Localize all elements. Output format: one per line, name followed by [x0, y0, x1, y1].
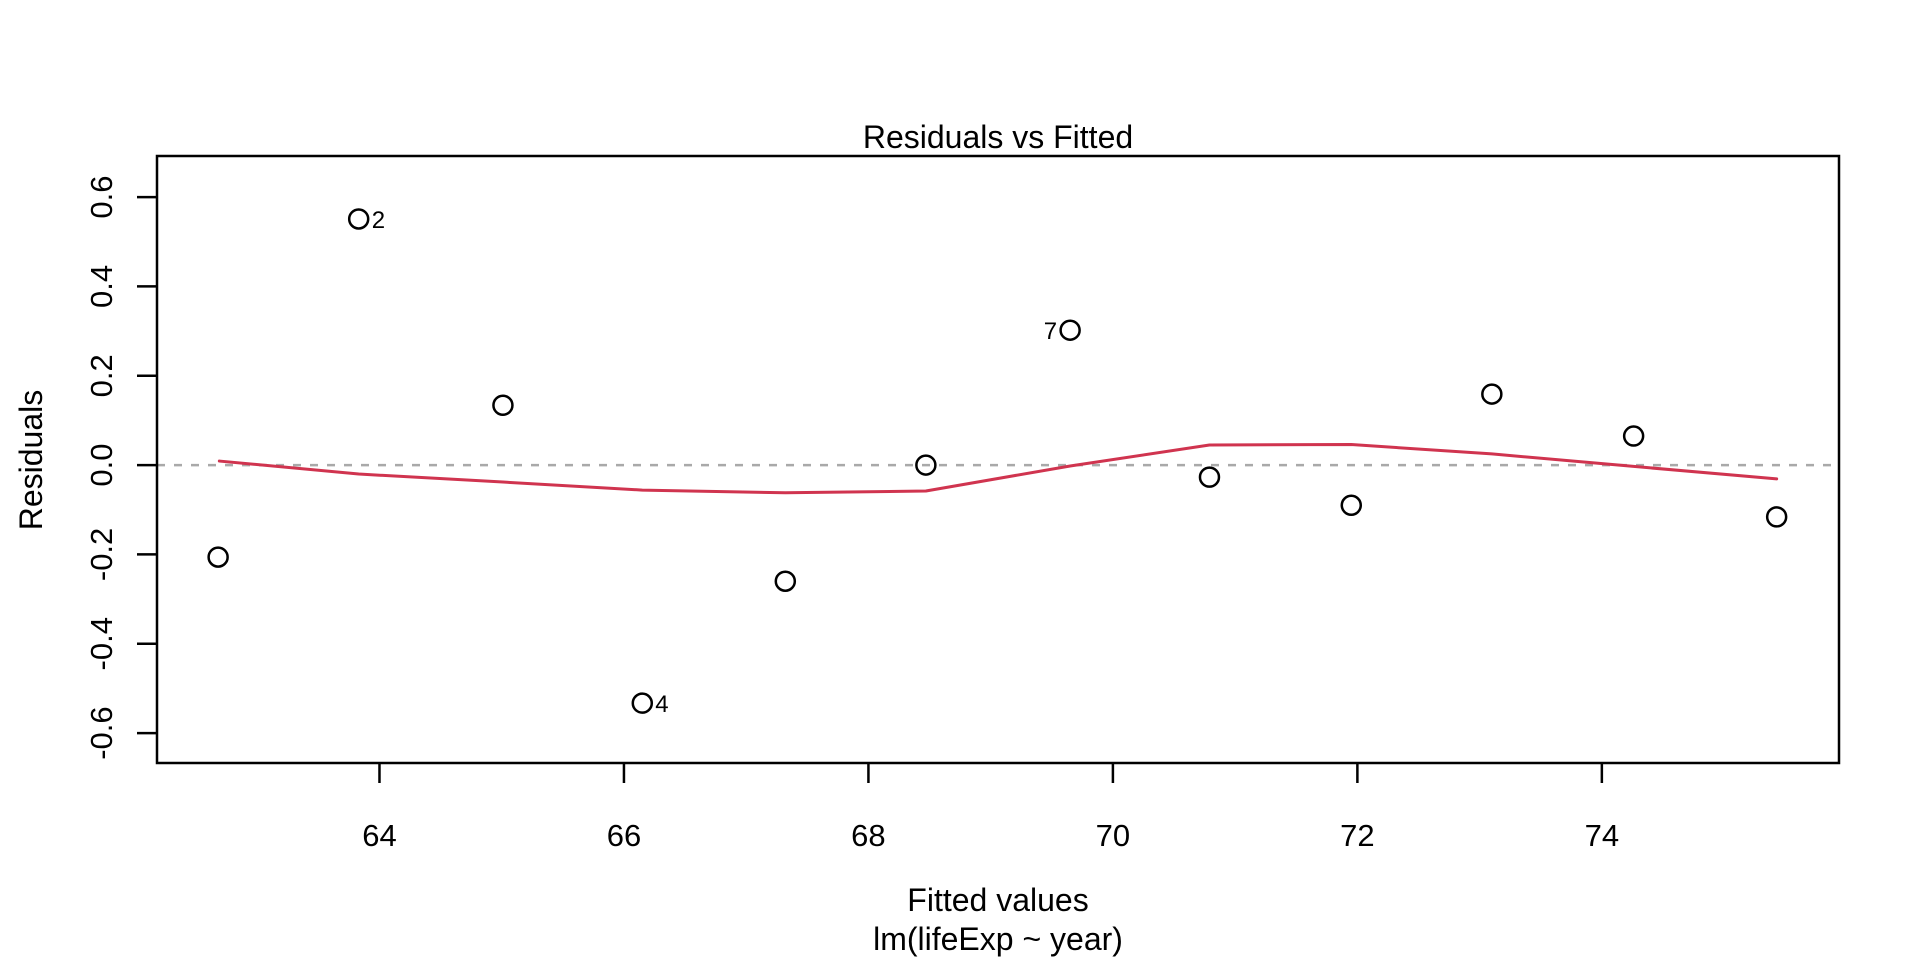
- data-point: [1765, 506, 1788, 528]
- data-point-label: 2: [372, 207, 385, 234]
- chart-title: Residuals vs Fitted: [863, 119, 1133, 155]
- data-point: [774, 570, 797, 592]
- plot-box: [155, 154, 1841, 765]
- plot-layer: 64 66 68 70 72 74 0.6 0.4 0.2 0.0 -0.2 -0.4 -0.6 2 4 7: [84, 154, 1841, 853]
- y-tick-label: -0.2: [84, 528, 119, 581]
- y-tick-label: 0.2: [84, 354, 119, 397]
- y-axis-label: Residuals: [13, 390, 49, 531]
- data-point: [1622, 425, 1645, 447]
- data-point: [631, 692, 654, 714]
- data-point: [492, 394, 514, 416]
- x-tick-label: 74: [1585, 818, 1619, 853]
- data-point: [915, 454, 937, 476]
- data-point: [207, 546, 229, 568]
- y-tick-label: -0.6: [84, 706, 119, 759]
- x-tick-label: 70: [1096, 818, 1130, 853]
- x-tick-label: 66: [607, 818, 641, 853]
- data-point: [1481, 383, 1503, 405]
- data-point: [347, 208, 370, 230]
- y-tick-label: 0.4: [84, 265, 119, 308]
- y-tick-label: 0.0: [84, 444, 119, 487]
- y-tick-label: -0.4: [84, 617, 119, 670]
- x-axis-label: Fitted values: [907, 882, 1088, 918]
- x-tick-label: 64: [362, 818, 396, 853]
- y-tick-label: 0.6: [84, 176, 119, 219]
- lowess-smooth-line: [217, 443, 1779, 495]
- x-tick-label: 68: [851, 818, 885, 853]
- data-point-label: 4: [655, 691, 668, 718]
- data-point: [1340, 494, 1363, 517]
- data-point: [1198, 466, 1221, 488]
- x-tick-label: 72: [1340, 818, 1374, 853]
- data-point-label: 7: [1044, 318, 1057, 345]
- x-axis-sublabel: lm(lifeExp ~ year): [873, 921, 1123, 957]
- data-point: [1059, 319, 1081, 341]
